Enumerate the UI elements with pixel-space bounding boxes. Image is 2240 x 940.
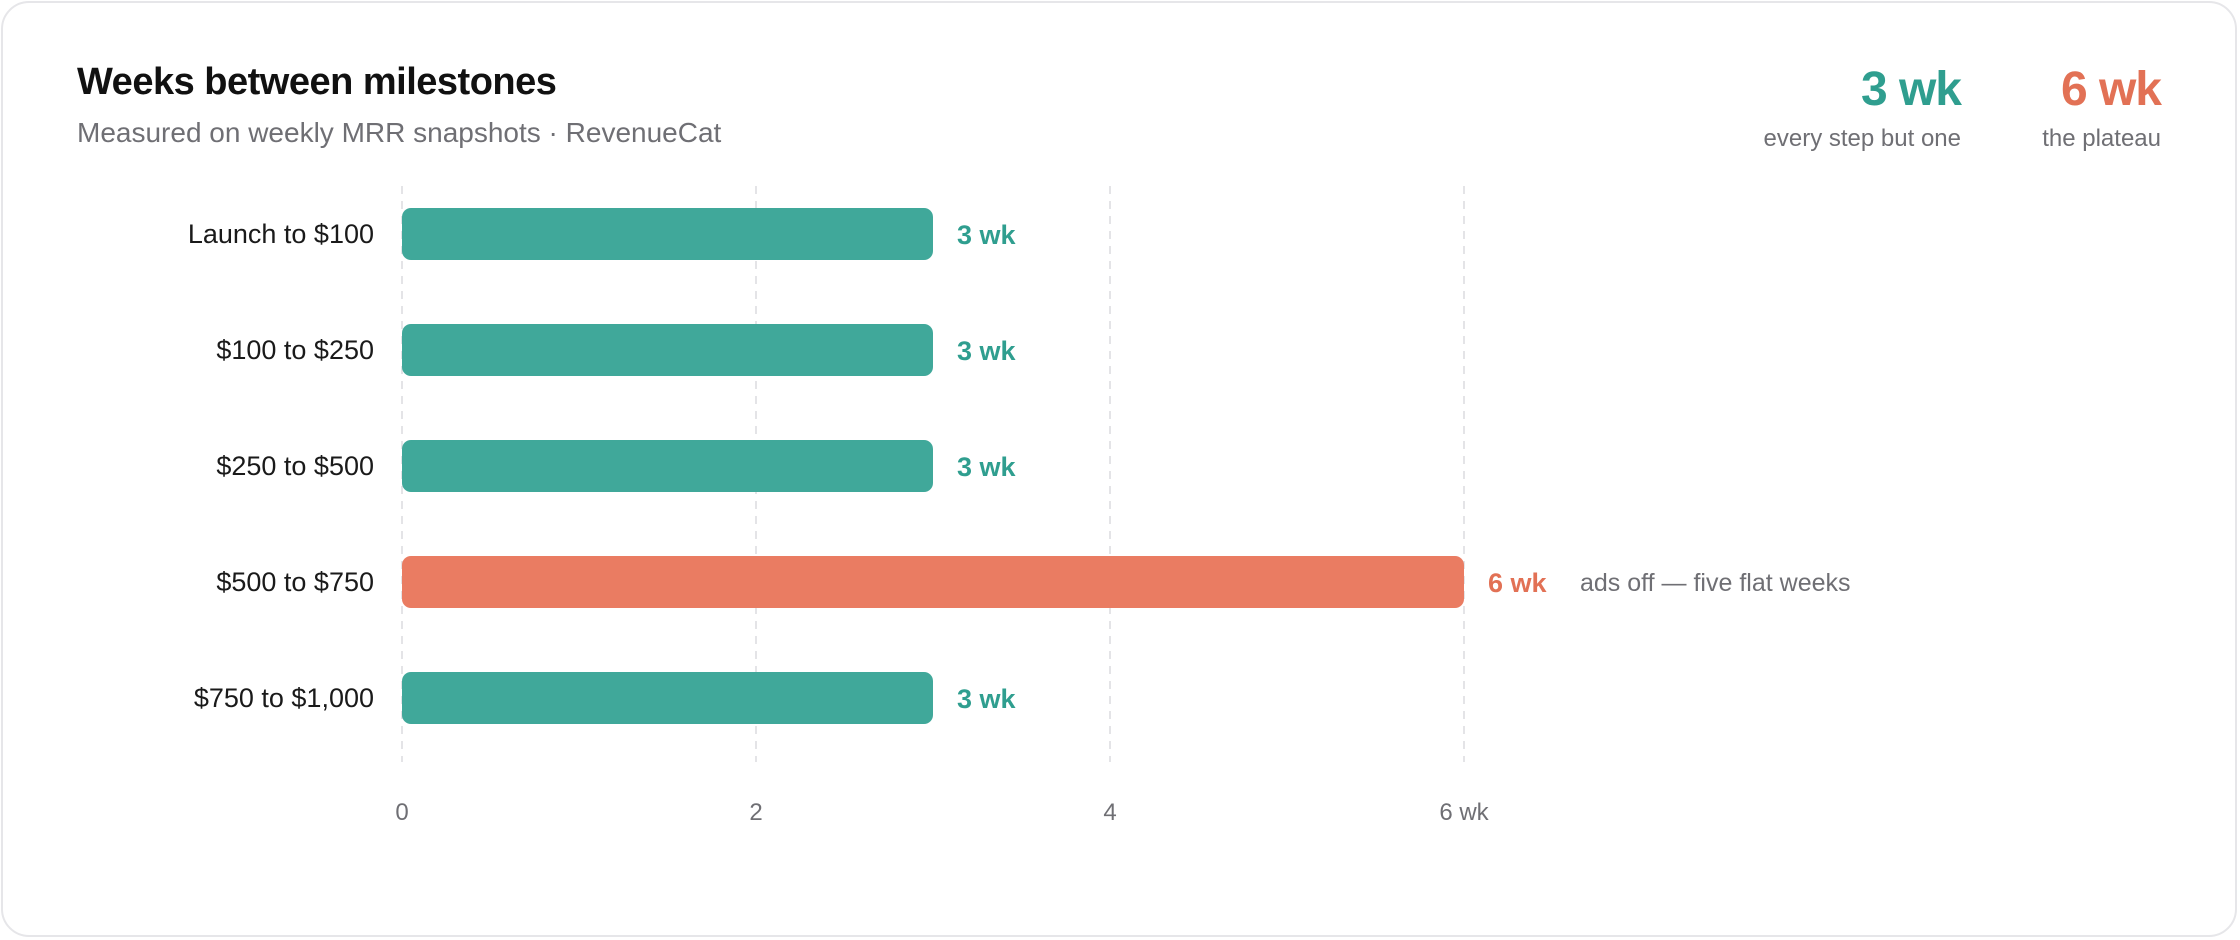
category-label: Launch to $100	[188, 219, 374, 249]
bar-highlight	[402, 556, 1464, 608]
x-tick-label: 0	[395, 799, 408, 826]
value-label: 3 wk	[957, 452, 1017, 482]
category-label: $750 to $1,000	[194, 683, 374, 713]
x-tick-label: 6 wk	[1439, 799, 1489, 826]
stat-typical-value: 3 wk	[1860, 63, 1962, 116]
bar	[402, 208, 933, 260]
bar	[402, 324, 933, 376]
category-label: $500 to $750	[216, 567, 374, 597]
bar	[402, 440, 933, 492]
category-label: $250 to $500	[216, 451, 374, 481]
value-label: 3 wk	[957, 336, 1017, 366]
bar	[402, 672, 933, 724]
stat-plateau-label: the plateau	[2042, 125, 2161, 152]
x-tick-label: 2	[749, 799, 762, 826]
category-label: $100 to $250	[216, 335, 374, 365]
chart-subtitle: Measured on weekly MRR snapshots · Reven…	[77, 117, 722, 148]
stat-plateau-value: 6 wk	[2060, 63, 2162, 116]
value-label: 3 wk	[957, 220, 1017, 250]
stat-plateau: 6 wk the plateau	[2042, 61, 2162, 153]
bar-annotation: ads off — five flat weeks	[1580, 569, 1851, 597]
value-label: 3 wk	[957, 684, 1017, 714]
x-tick-label: 4	[1103, 799, 1116, 826]
chart-title: Weeks between milestones	[77, 61, 557, 103]
value-label: 6 wk	[1488, 568, 1548, 598]
stat-typical: 3 wk every step but one	[1763, 61, 1962, 153]
stat-typical-label: every step but one	[1763, 125, 1961, 152]
